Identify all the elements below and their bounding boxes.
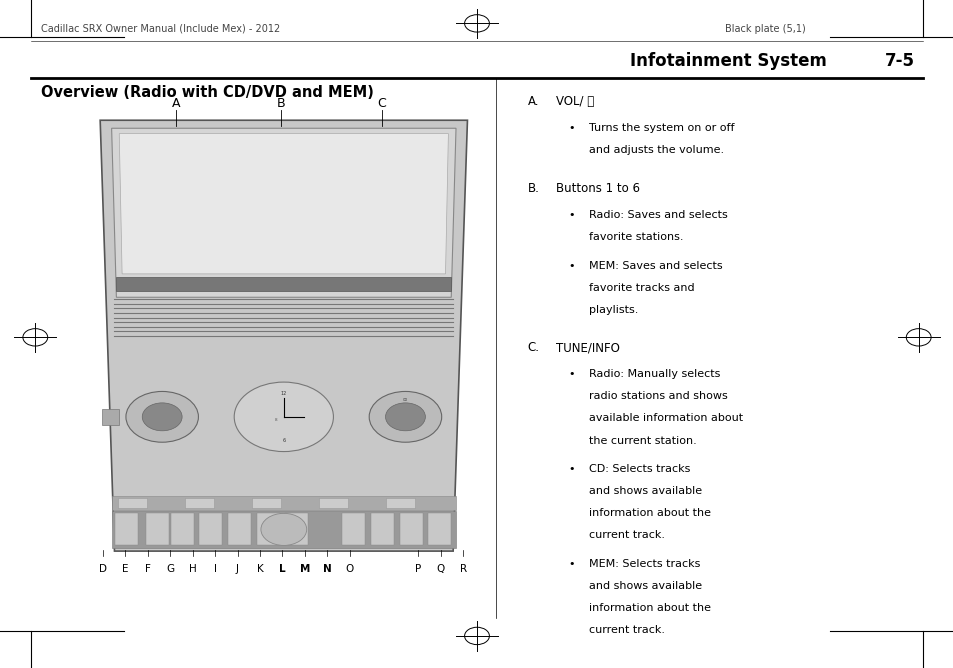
- Text: and shows available: and shows available: [588, 486, 701, 496]
- Text: C: C: [376, 98, 386, 110]
- Bar: [256, 513, 279, 545]
- Bar: [285, 513, 308, 545]
- Text: Radio: Manually selects: Radio: Manually selects: [588, 369, 720, 379]
- Text: •: •: [568, 369, 574, 379]
- Bar: [428, 513, 451, 545]
- Text: Radio: Saves and selects: Radio: Saves and selects: [588, 210, 726, 220]
- Polygon shape: [100, 120, 467, 551]
- Text: 8: 8: [274, 418, 277, 422]
- Text: H: H: [189, 564, 196, 574]
- Bar: [228, 513, 251, 545]
- Bar: [146, 513, 169, 545]
- Bar: [199, 513, 222, 545]
- Text: O: O: [345, 564, 354, 574]
- Text: N: N: [322, 564, 332, 574]
- Text: L: L: [279, 564, 285, 574]
- Text: CD: Selects tracks: CD: Selects tracks: [588, 464, 689, 474]
- Circle shape: [385, 403, 425, 431]
- Circle shape: [260, 513, 307, 545]
- Text: D: D: [99, 564, 107, 574]
- Polygon shape: [112, 128, 456, 297]
- Text: •: •: [568, 123, 574, 133]
- Text: R: R: [459, 564, 466, 574]
- Text: K: K: [256, 564, 263, 574]
- Text: VOL/ ⏻: VOL/ ⏻: [556, 95, 594, 108]
- Bar: [118, 498, 147, 508]
- Bar: [399, 513, 422, 545]
- Bar: [112, 496, 456, 510]
- Text: P: P: [415, 564, 421, 574]
- Text: Cadillac SRX Owner Manual (Include Mex) - 2012: Cadillac SRX Owner Manual (Include Mex) …: [41, 24, 280, 33]
- Bar: [185, 498, 213, 508]
- Text: B: B: [276, 98, 286, 110]
- Text: MEM: Selects tracks: MEM: Selects tracks: [588, 559, 700, 569]
- Text: •: •: [568, 559, 574, 569]
- Bar: [102, 409, 119, 425]
- Text: A: A: [172, 98, 180, 110]
- Text: MEM: Saves and selects: MEM: Saves and selects: [588, 261, 721, 271]
- Text: Black plate (5,1): Black plate (5,1): [724, 24, 805, 33]
- Bar: [115, 513, 138, 545]
- Text: current track.: current track.: [588, 530, 664, 540]
- Bar: [319, 498, 348, 508]
- Text: E: E: [122, 564, 129, 574]
- Text: 7-5: 7-5: [884, 53, 914, 70]
- Text: C.: C.: [527, 341, 539, 354]
- Text: information about the: information about the: [588, 508, 710, 518]
- Text: the current station.: the current station.: [588, 436, 696, 446]
- Text: current track.: current track.: [588, 625, 664, 635]
- Bar: [171, 513, 193, 545]
- Text: and shows available: and shows available: [588, 581, 701, 591]
- Polygon shape: [119, 134, 448, 274]
- Text: favorite stations.: favorite stations.: [588, 232, 682, 242]
- Circle shape: [126, 391, 198, 442]
- Bar: [342, 513, 365, 545]
- Text: Turns the system on or off: Turns the system on or off: [588, 123, 734, 133]
- Text: J: J: [235, 564, 239, 574]
- Text: Buttons 1 to 6: Buttons 1 to 6: [556, 182, 639, 194]
- Text: information about the: information about the: [588, 603, 710, 613]
- Text: playlists.: playlists.: [588, 305, 638, 315]
- Bar: [371, 513, 394, 545]
- Text: A.: A.: [527, 95, 538, 108]
- Text: and adjusts the volume.: and adjusts the volume.: [588, 145, 723, 155]
- Text: •: •: [568, 464, 574, 474]
- Text: I: I: [213, 564, 216, 574]
- Text: G: G: [166, 564, 174, 574]
- Bar: [112, 511, 456, 548]
- Text: Q: Q: [436, 564, 444, 574]
- Text: available information about: available information about: [588, 413, 742, 424]
- Text: 6: 6: [282, 438, 285, 443]
- Text: •: •: [568, 261, 574, 271]
- Text: B.: B.: [527, 182, 538, 194]
- Text: Infotainment System: Infotainment System: [629, 53, 825, 70]
- Text: F: F: [145, 564, 151, 574]
- Circle shape: [142, 403, 182, 431]
- Text: favorite tracks and: favorite tracks and: [588, 283, 694, 293]
- Text: M: M: [299, 564, 310, 574]
- Text: TUNE/INFO: TUNE/INFO: [556, 341, 619, 354]
- Circle shape: [233, 382, 334, 452]
- Bar: [386, 498, 415, 508]
- Bar: [116, 277, 451, 291]
- Text: CD: CD: [402, 398, 408, 402]
- Bar: [252, 498, 280, 508]
- Circle shape: [369, 391, 441, 442]
- Text: Overview (Radio with CD/DVD and MEM): Overview (Radio with CD/DVD and MEM): [41, 85, 374, 100]
- Text: 12: 12: [280, 391, 287, 395]
- Text: •: •: [568, 210, 574, 220]
- Text: radio stations and shows: radio stations and shows: [588, 391, 726, 401]
